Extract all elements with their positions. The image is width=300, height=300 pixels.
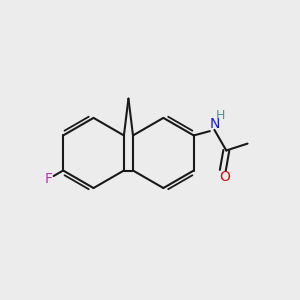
Text: H: H <box>216 109 225 122</box>
Text: F: F <box>45 172 53 186</box>
Text: N: N <box>209 117 220 131</box>
Text: O: O <box>219 170 230 184</box>
